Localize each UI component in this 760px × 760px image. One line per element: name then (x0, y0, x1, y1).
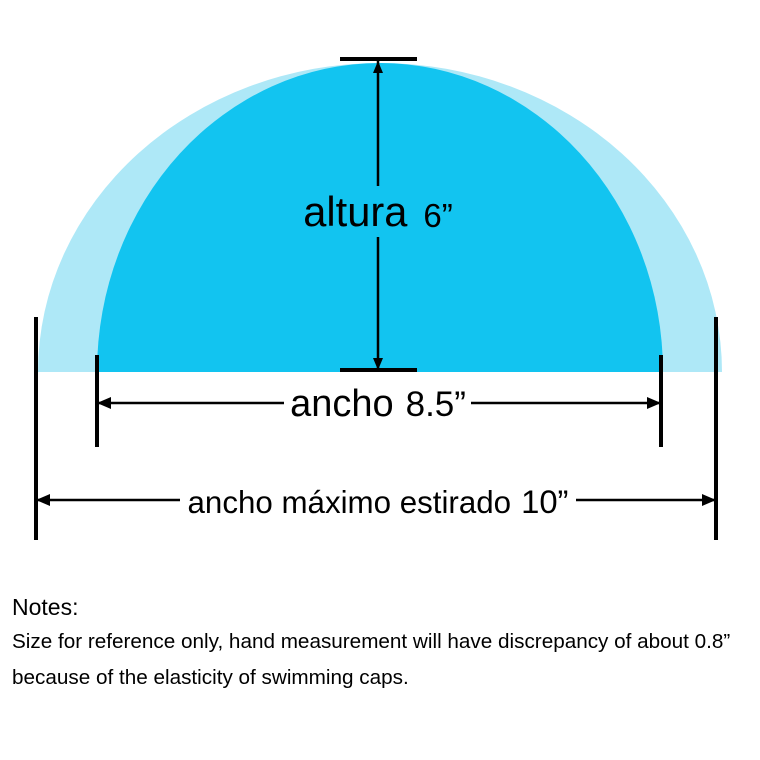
svg-text:Size for reference only, hand: Size for reference only, hand measuremen… (12, 630, 730, 653)
svg-text:because of the elasticity of s: because of the elasticity of swimming ca… (12, 666, 409, 689)
svg-text:Notes:: Notes: (12, 594, 78, 620)
